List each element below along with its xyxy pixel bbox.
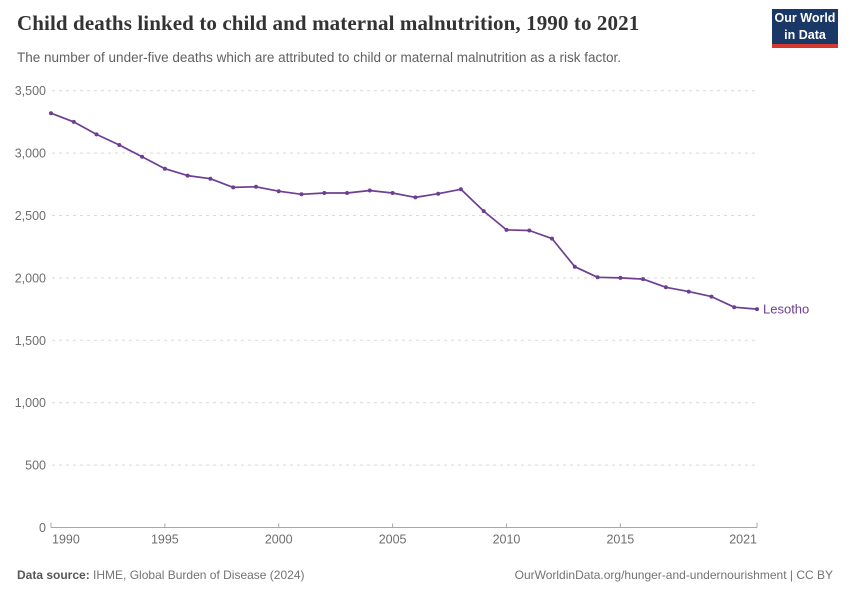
data-point[interactable] bbox=[504, 227, 509, 232]
data-point[interactable] bbox=[755, 307, 759, 312]
x-tick-label: 1990 bbox=[52, 533, 80, 547]
x-axis: 1990 1995 2000 2005 2010 2015 2021 bbox=[50, 522, 758, 547]
y-tick-label: 2,500 bbox=[15, 209, 46, 223]
data-point[interactable] bbox=[208, 176, 213, 181]
x-tick-label: 2015 bbox=[606, 533, 634, 547]
data-point[interactable] bbox=[550, 236, 554, 241]
chart-title: Child deaths linked to child and materna… bbox=[17, 11, 640, 35]
x-tick-label: 2021 bbox=[729, 533, 757, 547]
data-point[interactable] bbox=[322, 191, 327, 195]
data-point[interactable] bbox=[572, 264, 577, 269]
y-tick-label: 1,000 bbox=[15, 396, 46, 410]
owid-logo-line2: in Data bbox=[784, 27, 826, 42]
series-line[interactable] bbox=[50, 112, 758, 310]
data-point[interactable] bbox=[94, 132, 99, 137]
data-point[interactable] bbox=[481, 209, 486, 214]
x-tick-label: 2005 bbox=[379, 533, 407, 547]
y-tick-label: 500 bbox=[25, 459, 46, 473]
y-gridlines: 0 500 1,000 1,500 2,000 2,500 3,000 3,500 bbox=[15, 84, 757, 535]
data-point[interactable] bbox=[618, 275, 623, 280]
owid-logo-line1: Our World bbox=[774, 11, 836, 26]
data-point[interactable] bbox=[413, 195, 418, 200]
data-point[interactable] bbox=[49, 111, 53, 116]
data-point[interactable] bbox=[231, 185, 236, 190]
data-point[interactable] bbox=[299, 192, 304, 197]
x-tick-label: 2000 bbox=[265, 533, 293, 547]
y-tick-label: 0 bbox=[39, 521, 46, 535]
data-point[interactable] bbox=[732, 305, 737, 310]
data-point[interactable] bbox=[390, 191, 395, 195]
data-point[interactable] bbox=[527, 228, 532, 233]
series-label[interactable]: Lesotho bbox=[763, 302, 809, 317]
data-point[interactable] bbox=[71, 119, 76, 124]
data-point[interactable] bbox=[595, 275, 600, 280]
x-tick-label: 1995 bbox=[151, 533, 179, 547]
data-point[interactable] bbox=[276, 189, 281, 194]
data-point[interactable] bbox=[663, 285, 668, 290]
credit-link[interactable]: OurWorldinData.org/hunger-and-undernouri… bbox=[514, 568, 833, 582]
data-point[interactable] bbox=[686, 289, 691, 294]
data-source: Data source: IHME, Global Burden of Dise… bbox=[17, 568, 304, 582]
y-tick-label: 1,500 bbox=[15, 334, 46, 348]
data-point[interactable] bbox=[185, 173, 190, 178]
data-point[interactable] bbox=[345, 191, 350, 195]
data-point[interactable] bbox=[367, 188, 372, 193]
data-source-label: Data source: bbox=[17, 568, 90, 582]
data-point[interactable] bbox=[458, 187, 463, 192]
data-point[interactable] bbox=[641, 277, 646, 282]
data-point[interactable] bbox=[162, 166, 167, 171]
y-tick-label: 3,500 bbox=[15, 84, 46, 98]
owid-logo[interactable]: Our World in Data bbox=[772, 9, 838, 48]
data-source-text: IHME, Global Burden of Disease (2024) bbox=[93, 568, 305, 582]
y-tick-label: 3,000 bbox=[15, 147, 46, 161]
data-point[interactable] bbox=[117, 143, 122, 147]
data-point[interactable] bbox=[254, 184, 258, 189]
x-tick-label: 2010 bbox=[493, 533, 521, 547]
y-tick-label: 2,000 bbox=[15, 271, 46, 285]
data-point[interactable] bbox=[709, 294, 714, 299]
chart-subtitle: The number of under-five deaths which ar… bbox=[17, 50, 622, 65]
series-lesotho[interactable]: Lesotho bbox=[49, 111, 809, 317]
data-point[interactable] bbox=[436, 191, 441, 196]
data-point[interactable] bbox=[140, 154, 145, 159]
